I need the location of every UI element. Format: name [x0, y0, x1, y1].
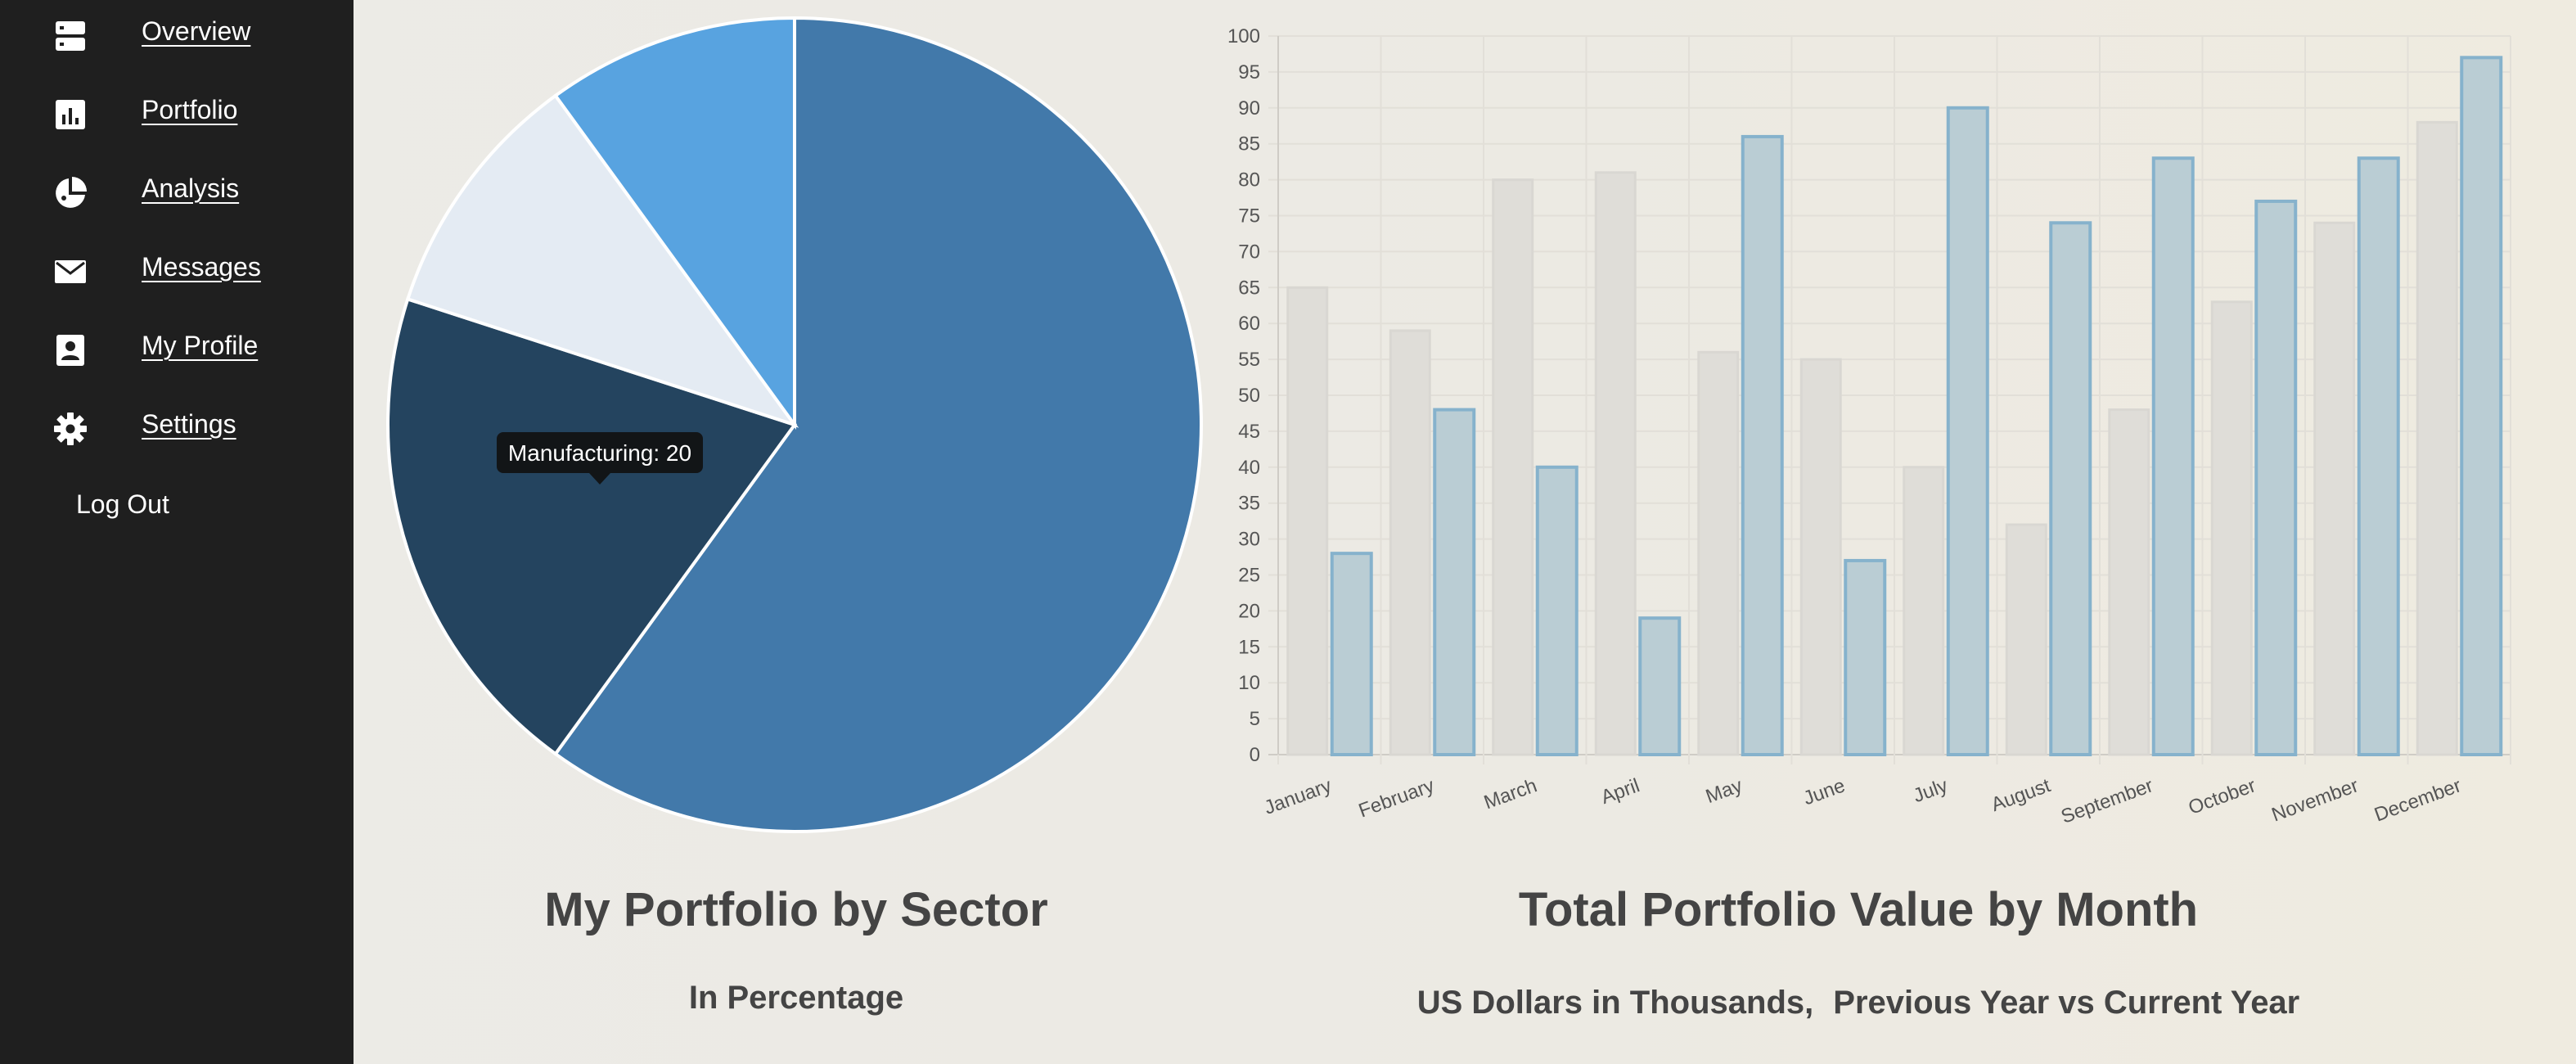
bar-current-october[interactable]: [2254, 199, 2298, 756]
nav-label: Portfolio: [142, 95, 238, 124]
y-tick-label: 65: [1238, 277, 1260, 299]
pie-slice-1[interactable]: [553, 16, 1203, 833]
nav-item-overview[interactable]: Overview: [0, 0, 354, 79]
bar-previous-december[interactable]: [2416, 120, 2458, 756]
nav-item-settings[interactable]: Settings: [0, 393, 354, 471]
x-tick-label: September: [2058, 774, 2156, 828]
y-tick-label: 30: [1238, 529, 1260, 551]
x-tick-label: July: [1910, 774, 1950, 807]
bar-current-august[interactable]: [2049, 221, 2092, 756]
nav-label: Settings: [142, 409, 236, 439]
y-tick-label: 5: [1250, 708, 1260, 730]
y-tick-label: 70: [1238, 241, 1260, 263]
x-tick-label: December: [2371, 774, 2464, 826]
bar-previous-january[interactable]: [1286, 286, 1329, 756]
y-tick-label: 35: [1238, 493, 1260, 515]
pie-tooltip: Manufacturing: 20: [497, 432, 703, 485]
logout-link[interactable]: Log Out: [76, 489, 169, 519]
nav-label: Overview: [142, 16, 251, 46]
pie-slice-3[interactable]: [405, 93, 799, 428]
x-tick-label: April: [1598, 774, 1642, 809]
x-tick-label: May: [1703, 774, 1745, 808]
bar-previous-february[interactable]: [1389, 329, 1431, 756]
bar-chart-icon: [52, 97, 88, 133]
y-tick-label: 15: [1238, 636, 1260, 658]
y-tick-label: 95: [1238, 61, 1260, 83]
pie-chart-icon: [52, 175, 88, 211]
bar-previous-november[interactable]: [2313, 221, 2356, 756]
y-tick-label: 100: [1227, 25, 1260, 47]
bar-current-april[interactable]: [1638, 616, 1682, 756]
y-tick-label: 45: [1238, 421, 1260, 443]
y-tick-label: 80: [1238, 169, 1260, 192]
bar-previous-may[interactable]: [1697, 350, 1740, 756]
bar-current-march[interactable]: [1535, 465, 1578, 756]
x-tick-label: June: [1800, 774, 1848, 809]
bar-current-january[interactable]: [1330, 552, 1373, 756]
sidebar: Overview Portfolio Analysis Messages My …: [0, 0, 354, 1064]
envelope-icon: [52, 254, 88, 290]
y-tick-label: 50: [1238, 385, 1260, 407]
sector-pie-chart: Manufacturing: 20: [386, 16, 1203, 833]
y-tick-label: 25: [1238, 565, 1260, 587]
x-tick-label: November: [2269, 774, 2362, 826]
bar-current-december[interactable]: [2460, 56, 2503, 756]
x-tick-label: August: [1988, 774, 2054, 816]
bar-chart-title: Total Portfolio Value by Month: [1518, 883, 2199, 936]
nav-label: My Profile: [142, 331, 259, 360]
y-tick-label: 90: [1238, 97, 1260, 119]
nav-label: Analysis: [142, 174, 240, 203]
bar-previous-march[interactable]: [1492, 178, 1534, 756]
bar-subtitle-units: US Dollars in Thousands,: [1416, 985, 1814, 1021]
bar-previous-august[interactable]: [2005, 523, 2047, 756]
bar-previous-october[interactable]: [2210, 300, 2253, 756]
bar-previous-september[interactable]: [2108, 408, 2150, 756]
y-tick-label: 40: [1238, 457, 1260, 479]
x-tick-label: February: [1356, 774, 1437, 822]
pie-chart-title: My Portfolio by Sector: [544, 883, 1048, 936]
y-tick-label: 85: [1238, 133, 1260, 156]
bar-current-june[interactable]: [1844, 558, 1887, 756]
nav-item-messages[interactable]: Messages: [0, 236, 354, 314]
gear-icon: [52, 411, 88, 447]
bar-current-february[interactable]: [1433, 408, 1476, 756]
pie-chart-subtitle: In Percentage: [688, 980, 904, 1016]
bar-previous-july[interactable]: [1903, 466, 1945, 756]
bar-current-july[interactable]: [1946, 106, 1989, 757]
tooltip-box: [497, 432, 703, 473]
profile-card-icon: [52, 332, 88, 368]
x-tick-label: October: [2186, 774, 2259, 819]
bar-current-september[interactable]: [2151, 156, 2195, 756]
monthly-value-bar-chart: 0 5 10 15 20 25 30 35 40 45 50 55 60 65 70 75 80 85 90 95 10…: [1227, 25, 2511, 828]
pie-slice-4[interactable]: [553, 16, 796, 431]
x-tick-label: March: [1481, 774, 1540, 814]
bar-current-november[interactable]: [2357, 156, 2400, 756]
bar-current-may[interactable]: [1741, 134, 1784, 757]
server-icon: [52, 18, 88, 54]
nav-item-my-profile[interactable]: My Profile: [0, 314, 354, 393]
nav-item-portfolio[interactable]: Portfolio: [0, 79, 354, 157]
y-tick-label: 60: [1238, 313, 1260, 335]
y-tick-label: 75: [1238, 205, 1260, 228]
y-tick-label: 0: [1250, 744, 1260, 766]
bar-previous-april[interactable]: [1594, 171, 1637, 756]
bar-chart-subtitle: US Dollars in Thousands, Previous Year vs…: [1208, 985, 2509, 1021]
nav-item-analysis[interactable]: Analysis: [0, 157, 354, 236]
bar-previous-june[interactable]: [1799, 358, 1842, 756]
pie-slice-manufacturing[interactable]: [386, 296, 798, 756]
tooltip-text: Manufacturing: 20: [508, 440, 691, 466]
y-tick-label: 20: [1238, 600, 1260, 622]
bar-subtitle-compare: Previous Year vs Current Year: [1833, 985, 2300, 1021]
y-tick-label: 55: [1238, 349, 1260, 371]
nav-label: Messages: [142, 252, 261, 282]
y-tick-label: 10: [1238, 672, 1260, 694]
tooltip-caret: [589, 473, 610, 485]
x-tick-label: January: [1261, 774, 1334, 819]
